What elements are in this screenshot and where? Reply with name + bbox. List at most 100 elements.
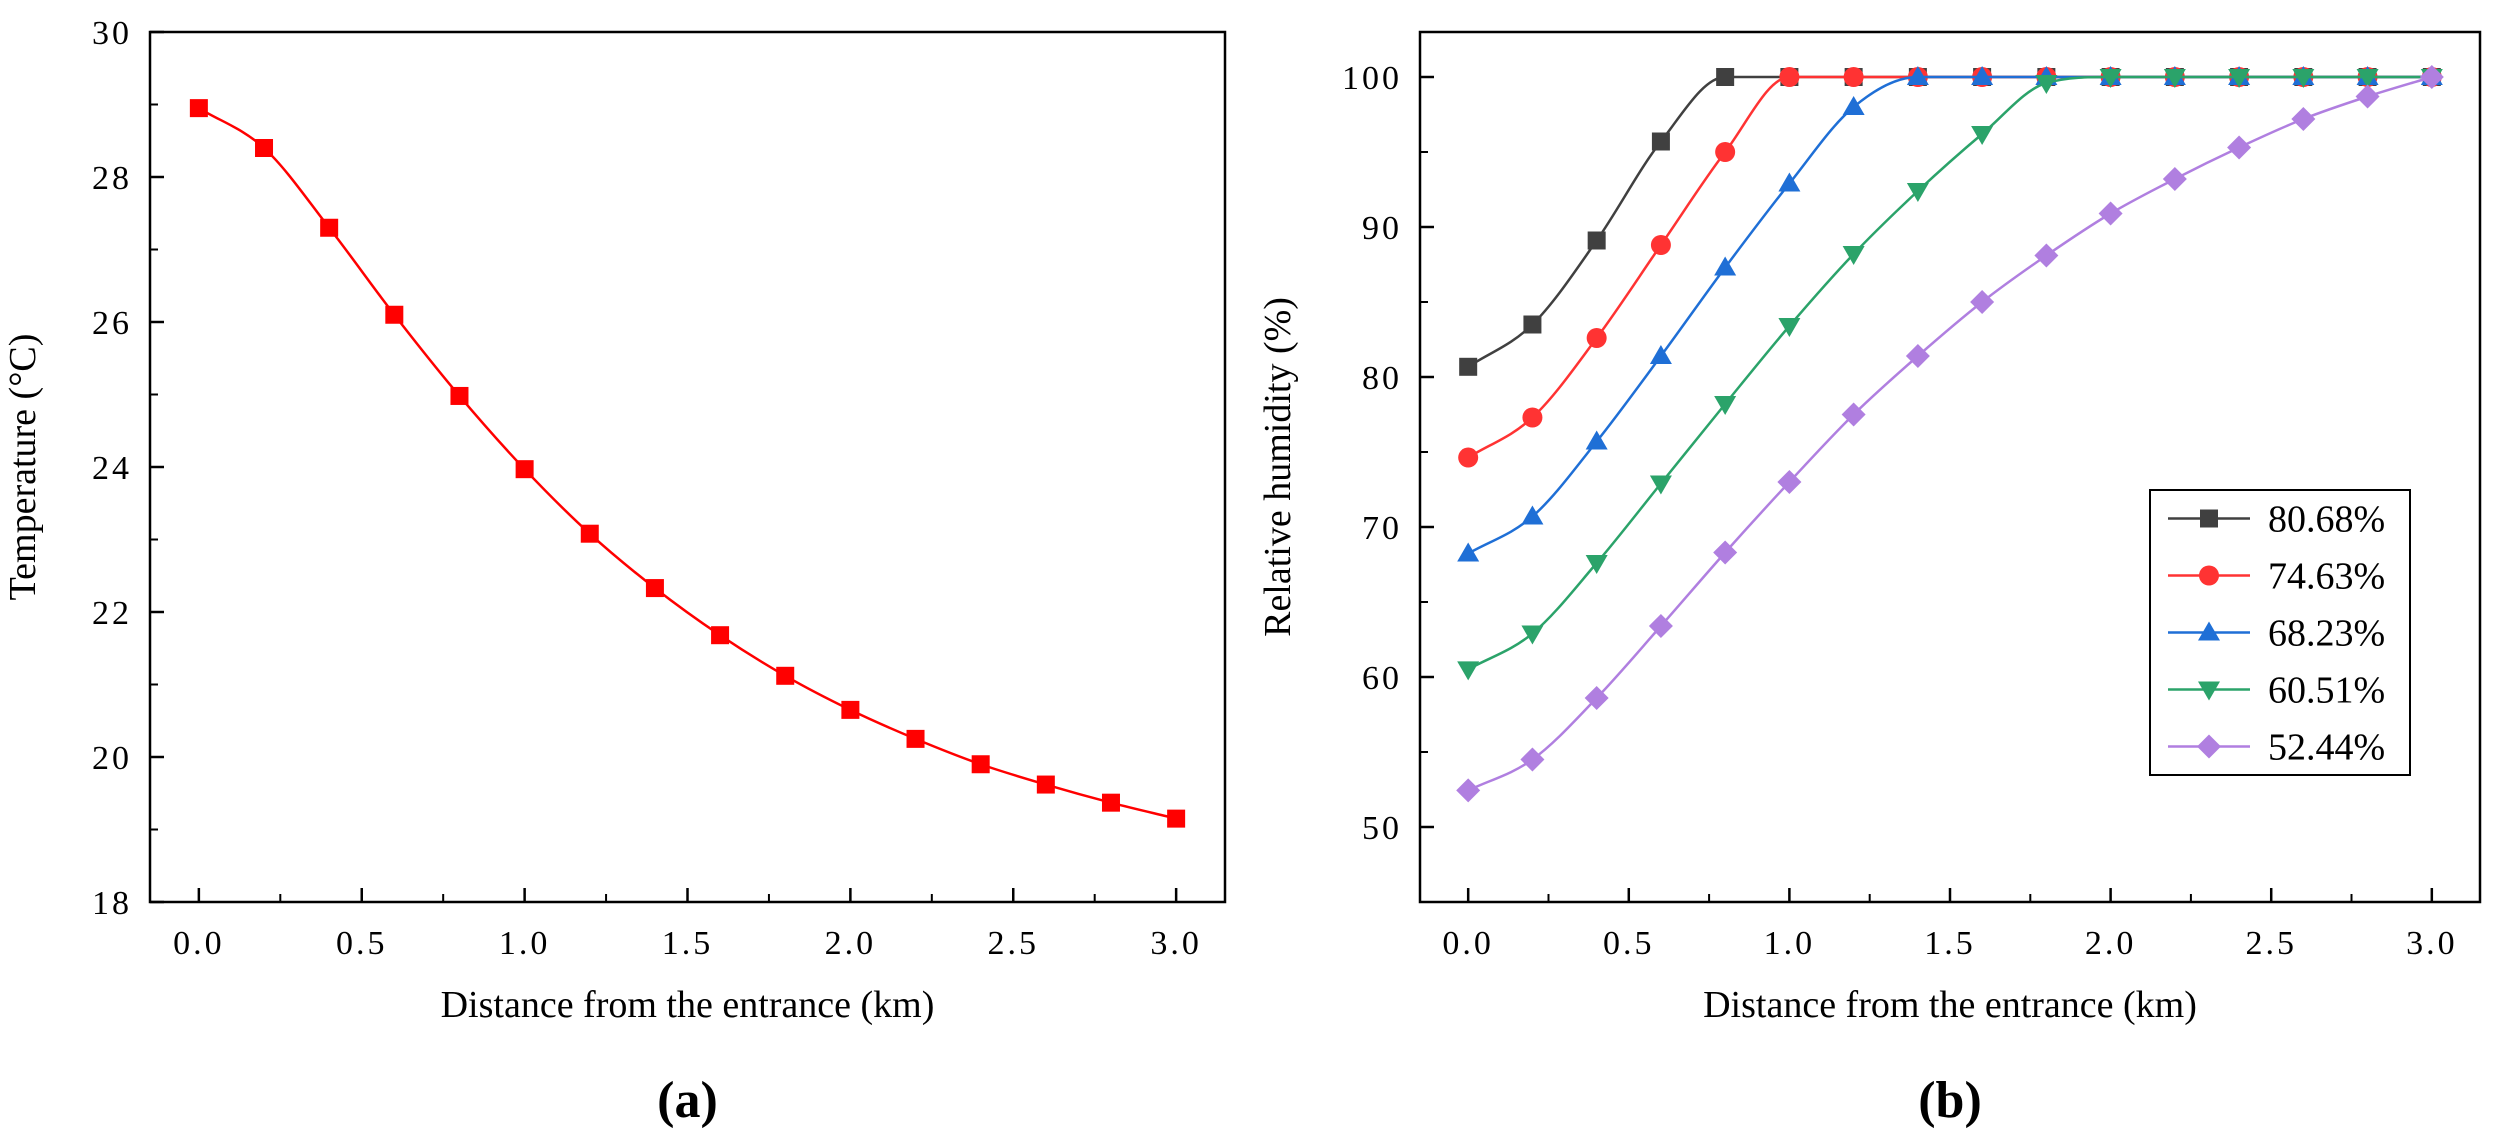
panel-a-x-tick-label: 0.0: [173, 925, 225, 962]
panel-b-data-point: [2292, 69, 2315, 88]
panel-a-data-point: [841, 700, 860, 719]
panel-b-data-point: [2098, 201, 2123, 226]
panel-b-x-tick-label: 2.0: [2085, 925, 2137, 962]
panel-b-x-tick-label: 0.0: [1442, 925, 1494, 962]
panel-b-y-axis-label: Relative humidity (%): [1257, 297, 1299, 637]
panel-b-legend-marker: [2199, 565, 2219, 586]
panel-b-legend-label: 80.68%: [2268, 499, 2385, 541]
panel-a-data-point: [255, 139, 274, 157]
panel-a-y-tick-label: 20: [92, 740, 132, 777]
panel-b-y-tick-label: 60: [1362, 660, 1402, 697]
panel-a-data-point: [189, 99, 208, 118]
panel-a-y-tick-label: 24: [92, 450, 132, 487]
panel-b-data-point: [1459, 357, 1478, 376]
panel-b-x-axis-label: Distance from the entrance (km): [1703, 984, 2197, 1026]
panel-b-data-point: [1716, 68, 1735, 86]
panel-b-x-tick-label: 1.0: [1764, 925, 1816, 962]
panel-b-legend-marker: [2197, 734, 2221, 759]
panel-a-temperature-chart: 0.0 0.5 1.0 1.5 2.0 2.5 3.0 18 20 22 24 26 28 30 Dista…: [2, 15, 1227, 1129]
panel-b-data-point: [1584, 686, 1609, 710]
panel-a-x-tick-label: 0.5: [336, 925, 388, 962]
panel-b-x-tick-label: 1.5: [1924, 925, 1976, 962]
panel-b-y-tick-label: 90: [1362, 210, 1402, 247]
panel-a-series-1: [189, 99, 1186, 828]
panel-b-data-point: [1970, 290, 1995, 314]
panel-b-data-point: [1649, 475, 1672, 495]
panel-b-data-point: [1585, 555, 1608, 574]
panel-b-data-point: [2419, 65, 2444, 89]
panel-a-y-tick-label: 22: [92, 595, 132, 632]
panel-a-x-tick-label: 1.0: [499, 925, 551, 962]
panel-b-series-line: [1467, 75, 2432, 368]
panel-b-series-line: [1467, 75, 2432, 459]
panel-b-data-point: [1714, 256, 1737, 276]
panel-b-data-point: [1971, 126, 1994, 145]
panel-b-data-point: [1457, 661, 1480, 681]
panel-a-data-point: [971, 755, 990, 774]
panel-b-data-point: [1651, 132, 1670, 151]
panel-b-data-point: [1649, 345, 1672, 364]
panel-b-data-point: [2355, 84, 2380, 109]
panel-b-data-point: [1906, 66, 1929, 85]
panel-b-panel-label: (b): [1918, 1072, 1982, 1129]
panel-a-x-axis-label: Distance from the entrance (km): [441, 984, 935, 1026]
panel-a-data-point: [320, 218, 339, 237]
panel-a-plot-frame: [148, 30, 1227, 904]
panel-a-data-point: [1036, 775, 1055, 794]
panel-b-data-point: [1906, 183, 1929, 202]
panel-b-data-point: [1648, 614, 1673, 638]
panel-b-data-point: [1779, 67, 1800, 87]
panel-b-data-point: [1456, 778, 1481, 803]
panel-a-data-point: [645, 579, 664, 598]
panel-b-data-point: [1714, 396, 1737, 415]
panel-b-series-2: [1458, 67, 2442, 468]
panel-b-data-point: [1585, 430, 1608, 450]
panel-b-data-point: [1778, 172, 1801, 192]
panel-b-data-point: [2228, 69, 2251, 88]
panel-b-legend-label: 74.63%: [2268, 556, 2385, 598]
panel-b-data-point: [2034, 243, 2059, 268]
panel-a-data-point: [1101, 793, 1120, 812]
panel-b-data-point: [2291, 107, 2316, 131]
panel-b-legend-label: 60.51%: [2268, 670, 2385, 712]
panel-a-series-line: [198, 107, 1177, 820]
panel-b-data-point: [1777, 470, 1802, 494]
panel-b-data-point: [2356, 69, 2379, 88]
panel-b-data-point: [2227, 135, 2252, 160]
panel-a-data-point: [385, 305, 404, 324]
panel-b-x-tick-label: 2.5: [2245, 925, 2297, 962]
panel-b-y-tick-label: 70: [1362, 510, 1402, 547]
panel-a-data-point: [515, 460, 534, 479]
panel-b-legend: 80.68% 74.63% 68.23% 60.51% 52.44%: [2149, 489, 2411, 776]
panel-b-data-point: [1842, 96, 1865, 115]
panel-b-data-point: [1521, 505, 1544, 525]
panel-b-data-point: [1458, 447, 1479, 468]
panel-b-y-tick-label: 100: [1342, 60, 1402, 97]
panel-b-legend-marker: [2200, 509, 2218, 528]
panel-b-series-3: [1457, 66, 2443, 562]
panel-b-data-point: [1522, 407, 1543, 428]
panel-b-series-line: [1467, 75, 2433, 792]
panel-b-x-tick-label: 0.5: [1603, 925, 1655, 962]
panel-a-data-point: [776, 666, 795, 685]
panel-b-y-tick-label: 80: [1362, 360, 1402, 397]
panel-b-data-point: [1650, 235, 1671, 255]
panel-b-data-point: [1520, 747, 1545, 772]
panel-b-data-point: [1841, 402, 1866, 427]
panel-b-data-point: [1715, 142, 1736, 162]
panel-a-data-point: [580, 524, 599, 543]
panel-b-data-point: [1523, 315, 1542, 334]
panel-a-y-tick-label: 18: [92, 885, 132, 922]
panel-b-humidity-chart: 0.0 0.5 1.0 1.5 2.0 2.5 3.0 50 60 70 80 90 100 Distan…: [1257, 30, 2482, 1129]
panel-a-data-point: [1167, 809, 1186, 828]
panel-b-legend-marker: [2198, 681, 2220, 701]
panel-b-data-point: [2035, 75, 2058, 94]
panel-b-data-point: [2162, 167, 2187, 191]
panel-b-data-point: [2163, 69, 2186, 88]
panel-a-y-axis-label: Temperature (°C): [2, 334, 44, 601]
panel-a-x-tick-label: 2.0: [825, 925, 877, 962]
panel-b-x-tick-label: 3.0: [2406, 925, 2458, 962]
panel-a-data-point: [450, 386, 469, 405]
panel-b-legend-label: 52.44%: [2268, 727, 2385, 769]
